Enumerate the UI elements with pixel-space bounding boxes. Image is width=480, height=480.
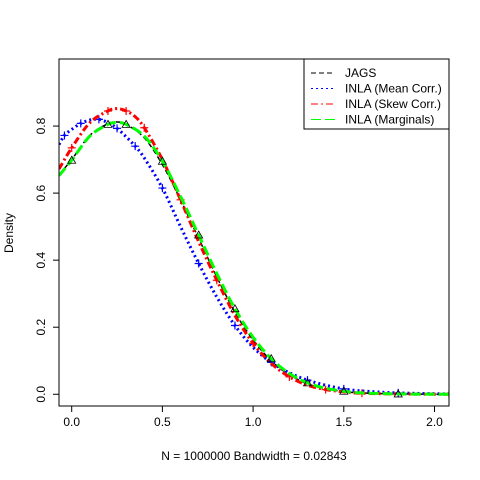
series-point-marker <box>67 143 76 152</box>
series-point-marker <box>121 119 131 128</box>
y-tick-label: 0.2 <box>34 319 48 336</box>
series-point-marker <box>393 389 403 398</box>
series-point-marker <box>249 339 258 348</box>
legend: JAGS INLA (Mean Corr.)INLA (Skew Corr.) IN… <box>303 58 450 130</box>
y-tick-label: 0.4 <box>34 251 48 268</box>
x-axis: 0.0 0.5 1.0 1.5 2.0 <box>63 406 443 429</box>
series-point-marker <box>158 184 167 193</box>
x-tick-label: 0.0 <box>63 415 80 429</box>
legend-box <box>303 58 450 130</box>
y-axis: 0.0 0.2 0.4 0.6 0.8 <box>34 117 59 403</box>
x-axis-label: N = 1000000 Bandwidth = 0.02843 <box>161 449 347 463</box>
series-point-marker <box>76 119 85 128</box>
legend-label: INLA (Marginals) <box>345 113 434 127</box>
series-point-marker <box>113 124 122 133</box>
series-1 <box>59 115 449 397</box>
legend-label: INLA (Mean Corr.) <box>345 82 442 96</box>
series-3 <box>59 119 449 398</box>
series-line <box>59 121 449 396</box>
series-point-marker <box>230 321 239 330</box>
y-tick-label: 0.0 <box>34 386 48 403</box>
series-point-marker <box>60 131 69 140</box>
series-point-marker <box>157 156 168 165</box>
plot-area <box>59 106 449 399</box>
x-tick-label: 1.5 <box>335 415 352 429</box>
series-point-marker <box>140 123 149 132</box>
series-point-marker <box>67 155 77 164</box>
series-point-marker <box>131 142 140 151</box>
series-point-marker <box>194 259 203 268</box>
series-point-marker <box>103 106 112 115</box>
x-tick-label: 0.5 <box>154 415 171 429</box>
y-axis-label: Density <box>2 213 16 253</box>
series-point-marker <box>339 386 349 395</box>
series-point-marker <box>103 119 113 128</box>
y-tick-label: 0.6 <box>34 184 48 201</box>
x-tick-label: 1.0 <box>245 415 262 429</box>
x-tick-label: 2.0 <box>426 415 443 429</box>
series-point-marker <box>193 230 204 239</box>
plot-frame <box>58 58 450 407</box>
legend-label: INLA (Skew Corr.) <box>345 97 441 111</box>
series-point-marker <box>230 303 240 313</box>
series-point-marker <box>122 106 131 115</box>
legend-label: JAGS <box>345 66 376 80</box>
series-point-marker <box>266 353 276 363</box>
series-line <box>59 117 449 396</box>
y-tick-label: 0.8 <box>34 117 48 134</box>
series-point-marker <box>302 378 313 387</box>
